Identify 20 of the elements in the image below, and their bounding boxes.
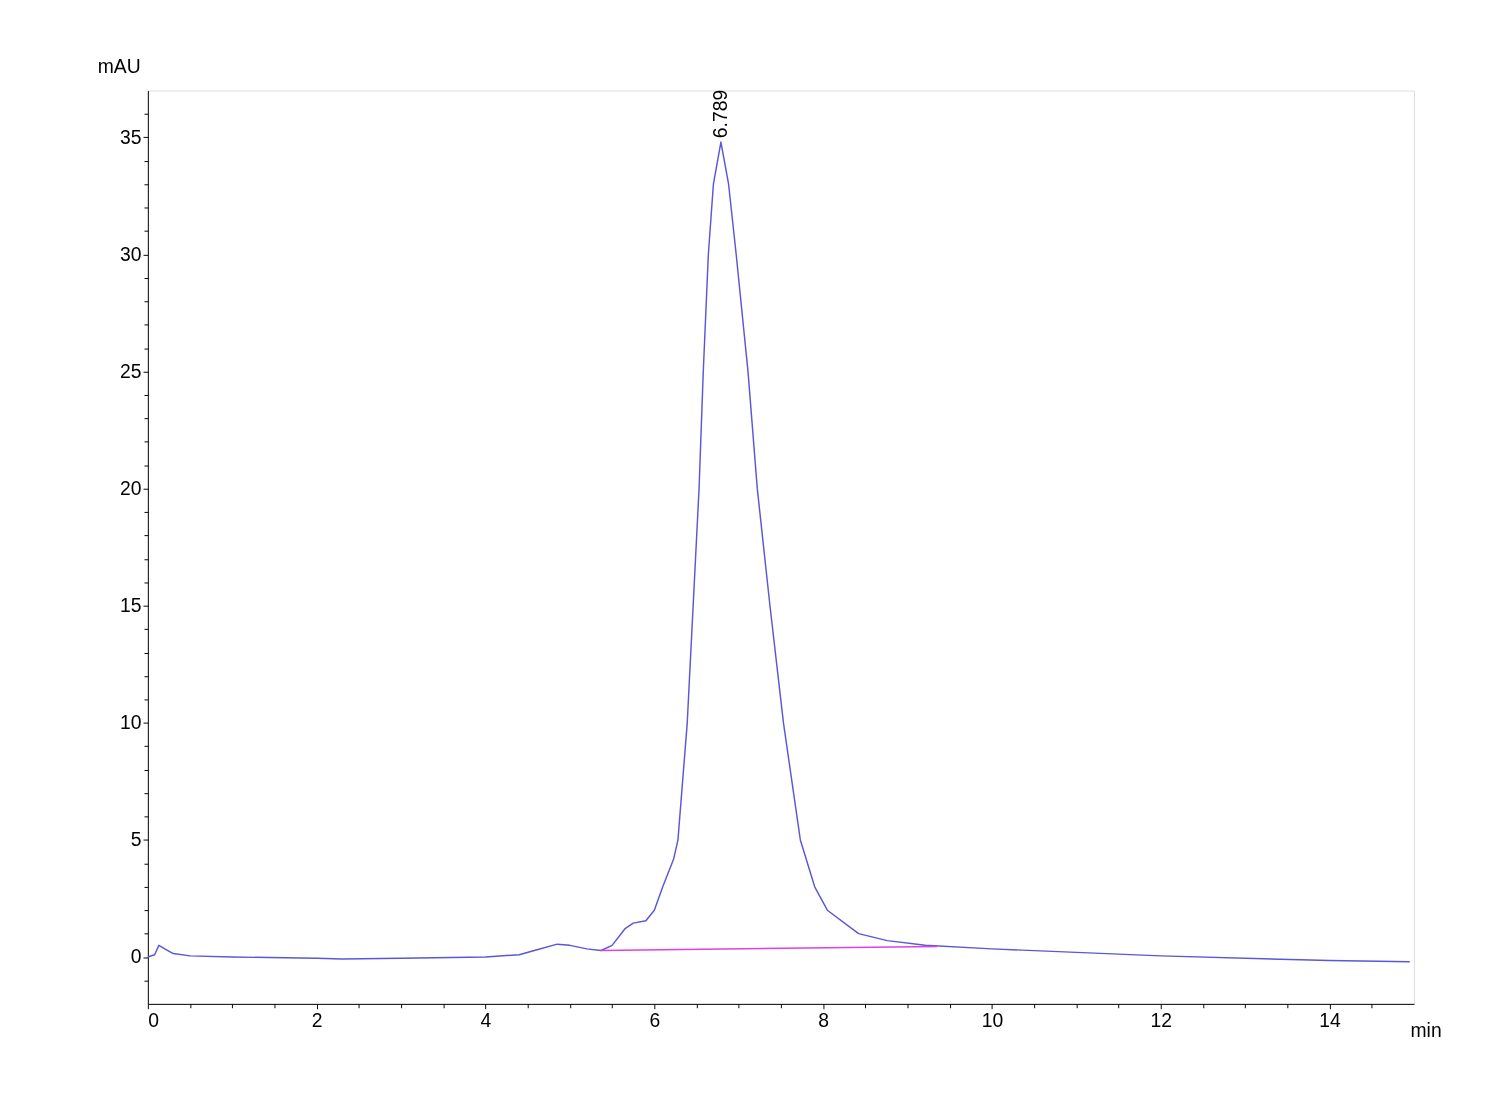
y-tick-label: 35	[120, 126, 142, 148]
x-tick-label: 10	[981, 1009, 1004, 1031]
x-tick-label: 6	[649, 1009, 661, 1031]
x-axis-title: min	[1410, 1020, 1442, 1042]
x-tick-label: 2	[311, 1009, 323, 1031]
x-tick-label: 12	[1150, 1009, 1172, 1031]
x-tick-label: 0	[148, 1009, 160, 1031]
annotation: 6.789	[709, 89, 731, 139]
y-tick-label: 30	[120, 243, 142, 265]
x-tick-label: 8	[818, 1009, 829, 1031]
y-axis-title: mAU	[97, 55, 141, 77]
y-tick-label: 15	[120, 595, 142, 617]
line-series	[147, 141, 1411, 963]
y-tick-label: 10	[120, 712, 142, 734]
y-tick-label: 5	[130, 829, 142, 851]
y-tick-label: 25	[120, 360, 142, 382]
y-tick-label: 20	[120, 477, 142, 499]
x-tick-label: 4	[480, 1009, 492, 1031]
y-tick-label: 0	[130, 946, 142, 968]
x-tick-label: 14	[1319, 1009, 1342, 1031]
